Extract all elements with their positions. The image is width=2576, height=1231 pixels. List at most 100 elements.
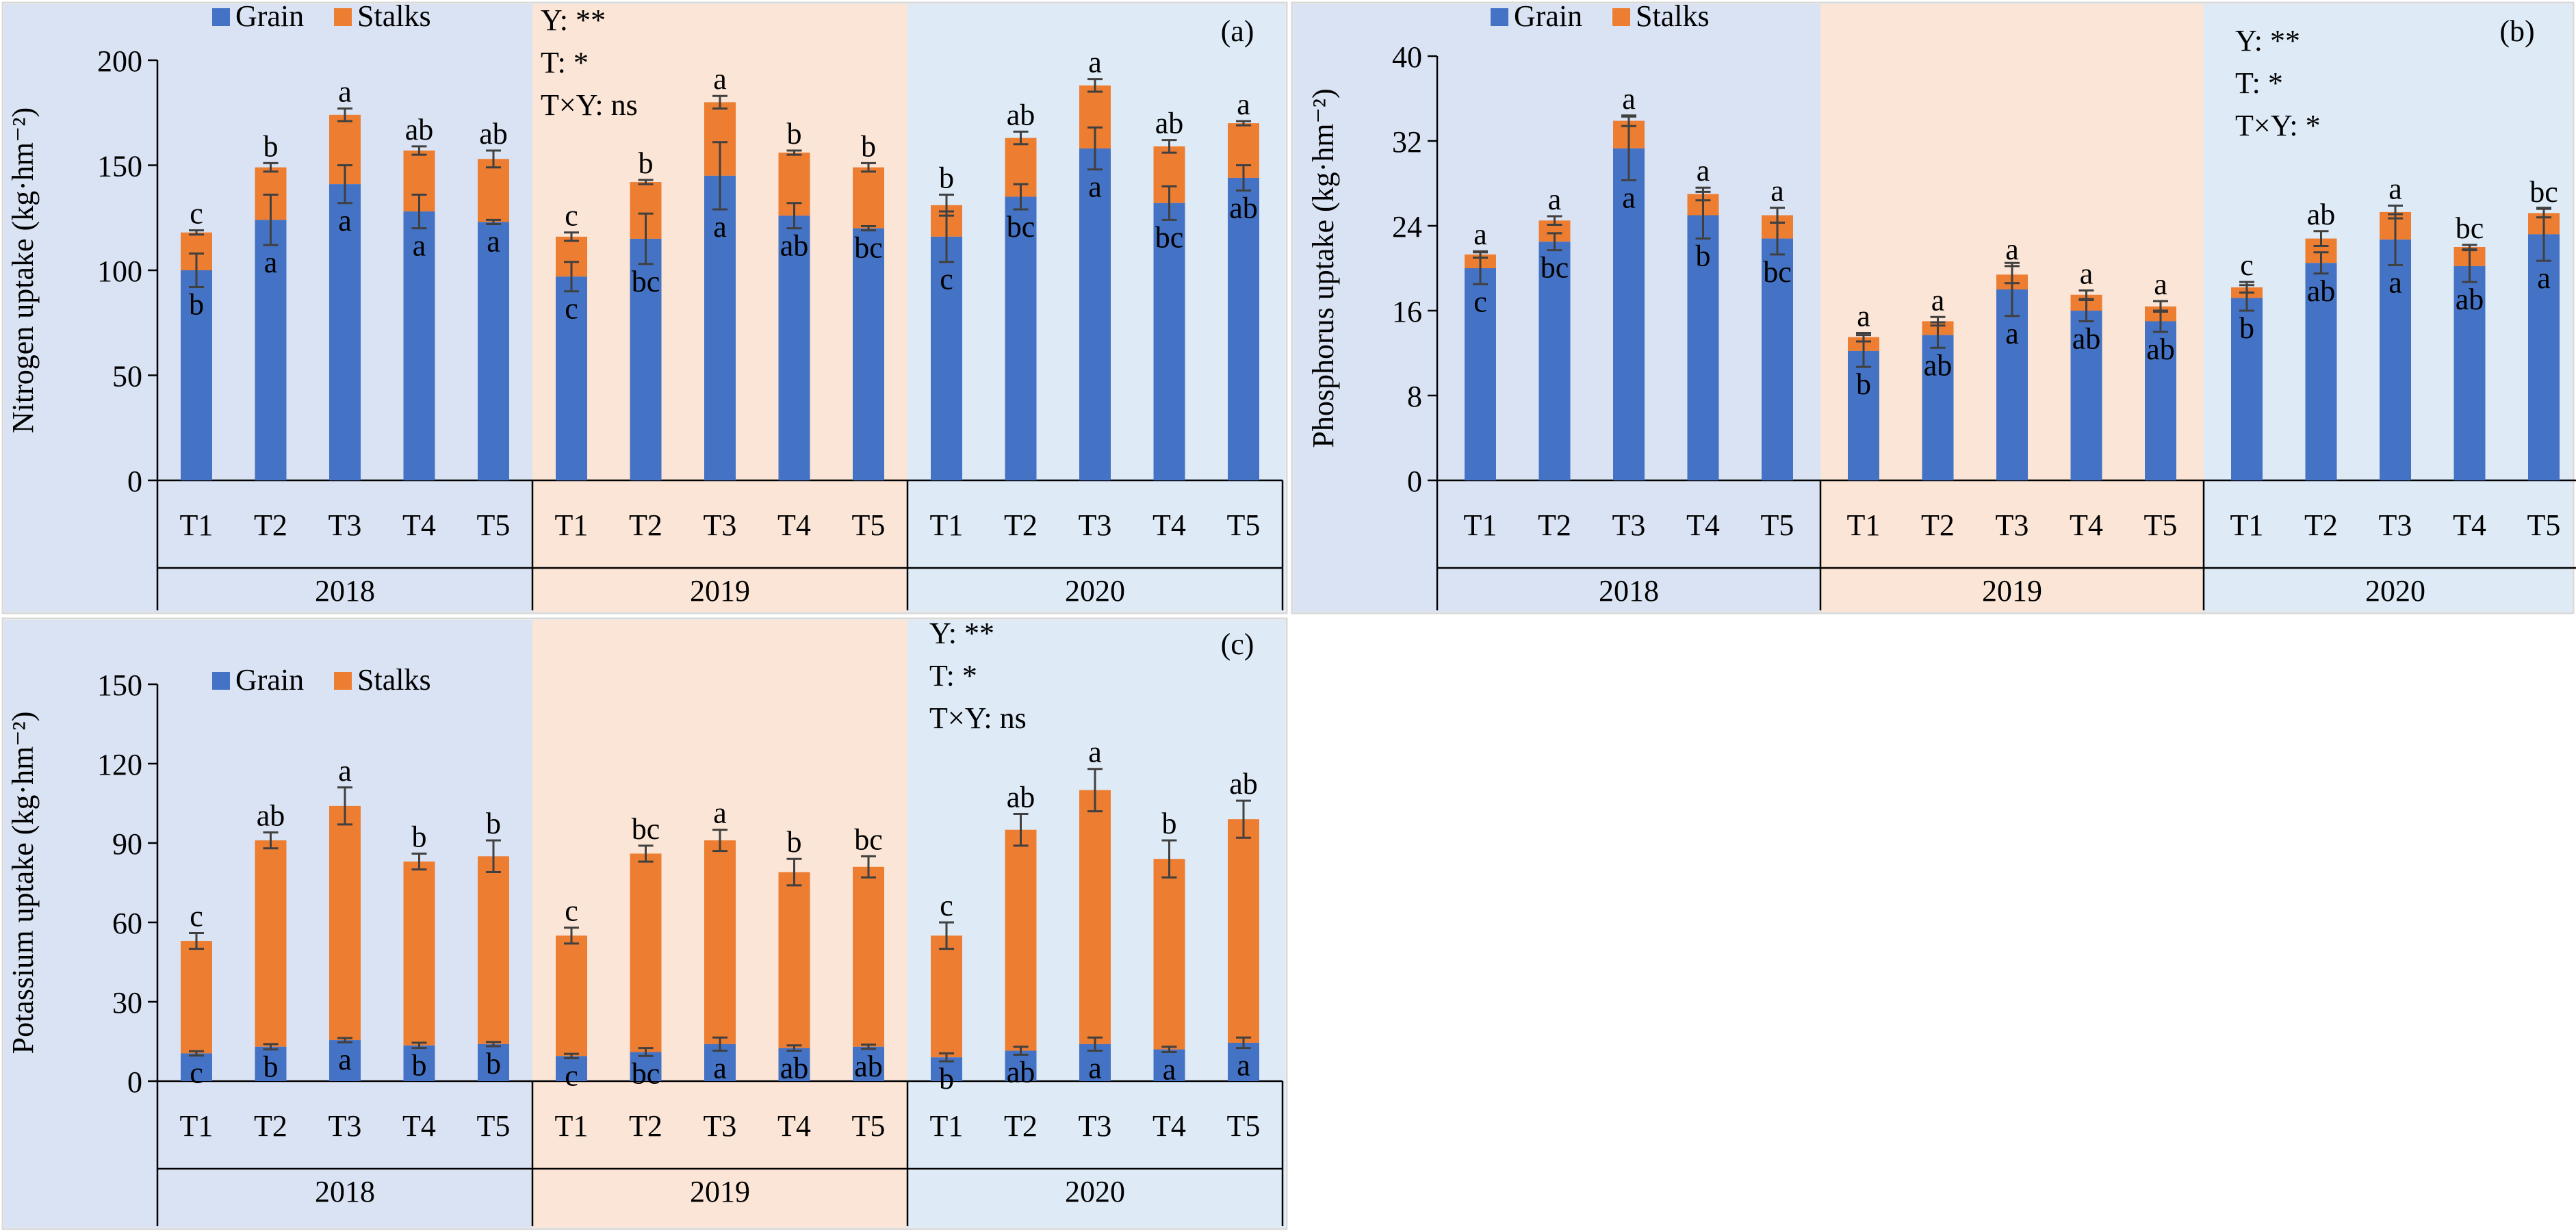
letter-stalks: bc <box>2529 175 2558 209</box>
x-tick-label: T3 <box>1079 1109 1112 1143</box>
letter-grain: b <box>1856 367 1871 401</box>
letter-grain: ab <box>780 1052 809 1085</box>
letter-stalks: b <box>861 129 876 163</box>
letter-grain: c <box>1473 285 1487 318</box>
bar-stalks-2020-T3 <box>1079 790 1111 1044</box>
letter-grain: a <box>487 224 500 258</box>
letter-grain: a <box>1088 170 1102 204</box>
x-tick-label: T4 <box>2070 508 2103 542</box>
letter-stalks: a <box>1473 218 1487 251</box>
bar-grain-2020-T1 <box>2231 298 2263 480</box>
bar-grain-2019-T5 <box>853 1046 884 1081</box>
x-tick-label: T3 <box>1612 508 1646 542</box>
letter-stalks: a <box>1857 300 1870 333</box>
bar-grain-2018-T4 <box>403 1045 435 1081</box>
x-tick-label: T4 <box>1686 508 1720 542</box>
letter-grain: a <box>2005 317 2019 350</box>
letter-stalks: a <box>338 75 352 109</box>
letter-stalks: a <box>1237 88 1250 121</box>
x-tick-label: T5 <box>2144 508 2178 542</box>
bar-grain-2019-T1 <box>556 1056 587 1081</box>
x-tick-label: T1 <box>1847 508 1881 542</box>
letter-grain: c <box>190 1056 203 1089</box>
letter-grain: ab <box>2072 322 2101 356</box>
bar-grain-2018-T1 <box>181 1053 212 1081</box>
legend-grain-swatch <box>212 8 230 26</box>
letter-grain: b <box>1696 239 1711 273</box>
bar-grain-2018-T5 <box>478 1044 509 1081</box>
letter-grain: b <box>263 1050 279 1084</box>
y-tick-label: 150 <box>97 150 142 183</box>
x-tick-label: T1 <box>555 508 589 542</box>
x-tick-label: T1 <box>555 1109 589 1143</box>
bar-stalks-2019-T5 <box>853 866 884 1047</box>
bar-grain-2020-T4 <box>2453 265 2486 480</box>
x-tick-label: T2 <box>1538 508 1571 542</box>
y-tick-label: 32 <box>1392 125 1422 159</box>
x-tick-label: T3 <box>2379 508 2412 542</box>
bar-grain-2018-T3 <box>329 184 361 480</box>
y-axis-title: Nitrogen uptake (kg·hm⁻²) <box>6 107 40 433</box>
bar-grain-2019-T5 <box>853 228 884 480</box>
stats-line: Y: ** <box>2235 24 2300 57</box>
legend-grain-swatch <box>1491 8 1508 26</box>
bar-stalks-2020-T5 <box>1228 819 1259 1043</box>
letter-grain: ab <box>854 1050 883 1083</box>
x-tick-label: T5 <box>2527 508 2561 542</box>
x-year-label: 2020 <box>2365 574 2425 608</box>
x-tick-label: T5 <box>477 508 511 542</box>
x-year-label: 2019 <box>1982 574 2042 608</box>
y-tick-label: 60 <box>112 907 142 940</box>
letter-stalks: ab <box>1007 780 1035 814</box>
bar-stalks-2018-T5 <box>478 159 509 222</box>
letter-stalks: a <box>2005 233 2019 266</box>
bar-grain-2018-T2 <box>1538 242 1571 480</box>
letter-grain: a <box>413 229 426 263</box>
y-tick-label: 16 <box>1392 295 1422 328</box>
bar-grain-2020-T5 <box>2528 234 2560 480</box>
bar-stalks-2020-T2 <box>1005 829 1037 1051</box>
x-year-label: 2018 <box>315 574 375 608</box>
x-tick-label: T2 <box>629 1109 662 1143</box>
x-tick-label: T2 <box>1004 1109 1038 1143</box>
letter-grain: a <box>1088 1052 1102 1085</box>
bar-grain-2019-T3 <box>704 175 736 480</box>
y-tick-label: 30 <box>112 986 142 1020</box>
y-tick-label: 100 <box>97 255 142 288</box>
legend-grain-label: Grain <box>235 663 304 697</box>
letter-grain: bc <box>1763 255 1792 289</box>
letter-stalks: a <box>2080 257 2094 291</box>
bar-grain-2018-T5 <box>1762 238 1793 480</box>
x-tick-label: T1 <box>930 508 964 542</box>
bar-grain-2020-T3 <box>1079 148 1111 480</box>
x-tick-label: T2 <box>1921 508 1955 542</box>
letter-stalks: a <box>1770 174 1784 208</box>
letter-grain: b <box>486 1047 501 1080</box>
letter-grain: a <box>1163 1052 1176 1086</box>
panel-label: (c) <box>1221 627 1254 661</box>
x-tick-label: T4 <box>402 1109 436 1143</box>
bar-stalks-2019-T3 <box>704 840 736 1044</box>
letter-grain: b <box>189 288 204 322</box>
bar-stalks-2018-T1 <box>181 941 212 1054</box>
letter-stalks: c <box>565 199 578 233</box>
x-tick-label: T4 <box>2453 508 2486 542</box>
x-tick-label: T2 <box>2304 508 2338 542</box>
letter-stalks: ab <box>257 799 285 833</box>
letter-stalks: a <box>338 754 352 788</box>
x-tick-label: T5 <box>1227 1109 1261 1143</box>
legend-grain-label: Grain <box>1514 0 1582 33</box>
bar-stalks-2018-T3 <box>329 805 361 1041</box>
bar-grain-2018-T4 <box>403 211 435 480</box>
letter-stalks: c <box>2240 248 2254 282</box>
y-tick-label: 90 <box>112 827 142 861</box>
y-tick-label: 0 <box>127 465 142 498</box>
bar-grain-2018-T2 <box>255 1046 287 1081</box>
bar-grain-2020-T5 <box>1228 1042 1259 1081</box>
letter-stalks: a <box>1088 46 1102 79</box>
bar-grain-2020-T4 <box>1153 203 1185 480</box>
bar-grain-2019-T1 <box>1848 350 1879 480</box>
x-tick-label: T3 <box>1996 508 2029 542</box>
letter-stalks: c <box>940 889 953 922</box>
